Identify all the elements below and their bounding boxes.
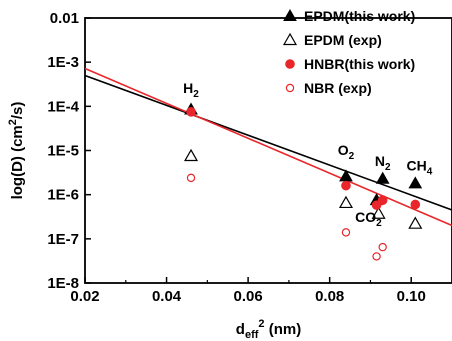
data-point-series-4: [186, 173, 196, 183]
legend-marker: [283, 8, 297, 21]
data-point-series-4: [372, 252, 381, 261]
legend-marker: [282, 32, 298, 46]
data-point-series-1: [408, 176, 423, 189]
annotations: H2 O2 N2 CH4 CO2: [183, 80, 433, 229]
data-points: [183, 102, 423, 261]
legend-marker: [285, 59, 295, 69]
legend-label: EPDM (exp): [304, 32, 382, 48]
x-tick-label: 0.02: [70, 288, 99, 305]
data-point-series-2: [183, 148, 199, 162]
data-point-series-4: [378, 242, 387, 252]
data-point-series-2: [371, 206, 386, 219]
gas-label: CH4: [406, 158, 432, 178]
data-point-series-3: [341, 180, 351, 191]
x-tick-label: 0.06: [234, 288, 263, 305]
fit-line-2: [85, 67, 452, 227]
axis-titles: deff2 (nm) log(D) (cm2/s): [7, 102, 301, 341]
data-point-series-1: [375, 171, 390, 184]
y-tick-label: 1E-6: [47, 187, 79, 204]
y-tick-label: 1E-7: [47, 231, 79, 248]
legend-marker: [285, 83, 295, 93]
y-tick-label: 0.01: [50, 10, 79, 27]
gas-label: CO2: [355, 209, 382, 229]
x-axis-title: deff2 (nm): [236, 318, 301, 341]
legend: EPDM(this work) EPDM (exp) HNBR(this work)…: [282, 8, 415, 96]
y-tick-label: 1E-5: [47, 143, 79, 160]
x-tick-label: 0.10: [397, 288, 426, 305]
fit-lines: [85, 67, 452, 227]
x-tick-label: 0.08: [315, 288, 344, 305]
x-tick-label: 0.04: [152, 288, 182, 305]
gas-label: O2: [338, 142, 355, 162]
legend-label: EPDM(this work): [304, 8, 415, 24]
data-point-series-3: [377, 195, 388, 205]
gas-label: N2: [375, 153, 391, 173]
data-point-series-3: [410, 199, 421, 210]
data-point-series-4: [341, 228, 351, 237]
data-point-series-1: [339, 169, 353, 182]
legend-label: HNBR(this work): [304, 56, 415, 72]
y-tick-label: 1E-4: [47, 98, 79, 115]
y-axis-title: log(D) (cm2/s): [7, 102, 26, 200]
y-tick-label: 1E-3: [47, 54, 79, 71]
data-point-series-3: [186, 107, 196, 117]
gas-label: H2: [183, 80, 199, 100]
fit-line-1: [85, 74, 452, 211]
data-point-series-3: [371, 200, 382, 210]
data-point-series-2: [338, 195, 354, 209]
y-tick-label: 1E-8: [47, 275, 79, 292]
axis-ticks: 0.02 0.04 0.06 0.08 0.10 1E-8 1E-7 1E-6 1E-5 1E-4…: [47, 10, 426, 305]
data-point-series-2: [408, 216, 423, 229]
legend-label: NBR (exp): [304, 80, 372, 96]
